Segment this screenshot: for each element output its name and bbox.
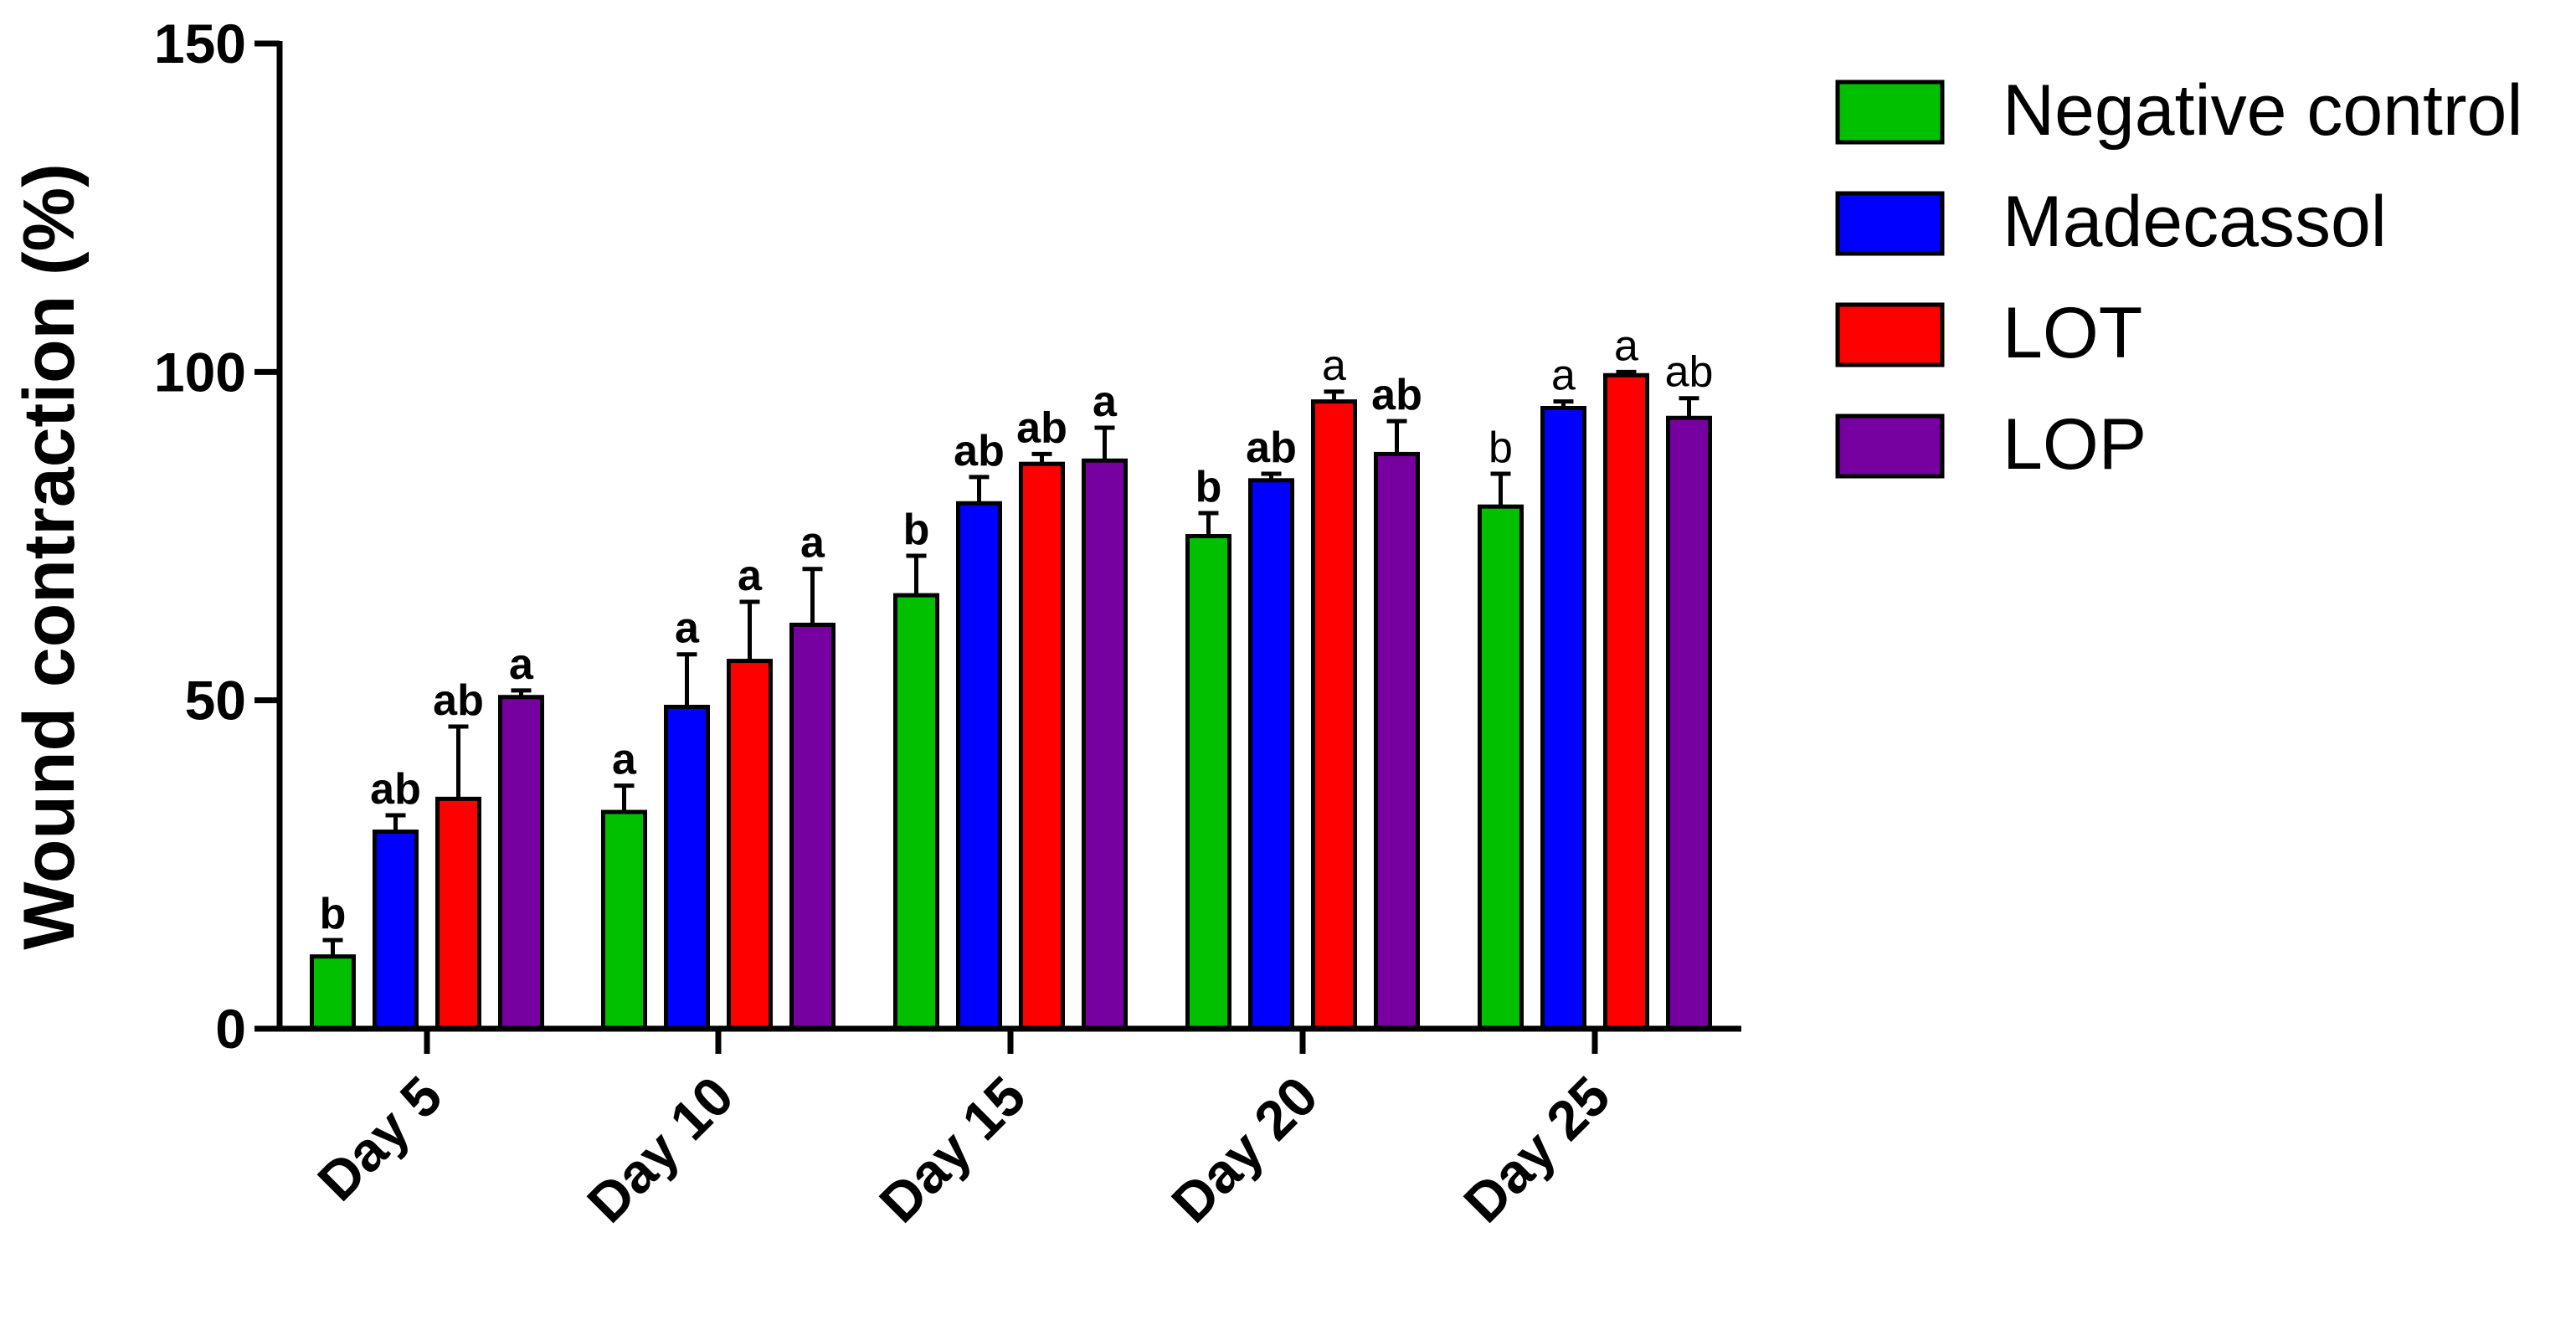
significance-label: a	[509, 640, 534, 689]
significance-label: ab	[1665, 348, 1714, 397]
legend-label: LOP	[2003, 404, 2147, 485]
bar	[435, 796, 481, 1031]
bar	[956, 501, 1002, 1031]
x-tick-label: Day 20	[1159, 1065, 1329, 1235]
y-axis-label: Wound contraction (%)	[9, 163, 90, 950]
significance-label: b	[1195, 463, 1222, 511]
significance-label: ab	[1246, 424, 1297, 472]
significance-label: a	[1322, 342, 1346, 390]
legend-label: Madecassol	[2003, 182, 2387, 262]
significance-label: a	[800, 519, 825, 568]
significance-label: a	[612, 736, 637, 784]
bar	[373, 829, 419, 1031]
bar	[1311, 399, 1357, 1031]
x-tick-label: Day 25	[1452, 1065, 1622, 1235]
bar	[1185, 534, 1231, 1031]
legend-label: LOT	[2003, 293, 2142, 373]
bar	[664, 705, 710, 1031]
bar	[310, 954, 356, 1031]
bar	[1666, 415, 1712, 1031]
legend-label: Negative control	[2003, 70, 2522, 151]
bar	[1082, 458, 1128, 1031]
bar	[893, 593, 939, 1031]
legend-swatch	[1835, 191, 1945, 256]
y-tick-label: 50	[185, 670, 246, 732]
y-tick-label: 100	[154, 341, 246, 403]
legend: Negative control Madecassol LOT LOP	[1835, 70, 2522, 485]
significance-label: b	[903, 506, 930, 554]
bar	[727, 659, 773, 1031]
significance-label: b	[320, 890, 347, 938]
legend-swatch	[1835, 80, 1945, 145]
significance-label: a	[1614, 321, 1638, 370]
significance-label: ab	[954, 427, 1005, 475]
bar	[789, 622, 836, 1031]
x-tick-label: Day 10	[575, 1065, 745, 1235]
bar	[1478, 504, 1524, 1031]
significance-label: a	[738, 552, 763, 600]
significance-label: a	[1093, 378, 1118, 426]
significance-label: ab	[433, 676, 484, 725]
legend-swatch	[1835, 302, 1945, 367]
y-tick-label: 0	[215, 998, 246, 1060]
significance-label: ab	[370, 765, 421, 814]
bar	[1374, 451, 1420, 1031]
bar	[1019, 461, 1065, 1031]
bar	[498, 695, 544, 1031]
bar	[1540, 405, 1586, 1031]
bar	[1603, 372, 1649, 1031]
significance-label: a	[675, 604, 700, 653]
legend-swatch	[1835, 413, 1945, 479]
bar	[1248, 478, 1294, 1031]
y-tick-label: 150	[154, 13, 246, 74]
significance-label: ab	[1371, 371, 1422, 419]
significance-label: b	[1489, 424, 1513, 472]
x-tick-label: Day 15	[867, 1065, 1037, 1235]
significance-label: a	[1551, 352, 1576, 400]
x-tick-label: Day 5	[306, 1065, 454, 1213]
bar	[601, 809, 647, 1031]
significance-label: ab	[1016, 403, 1067, 452]
